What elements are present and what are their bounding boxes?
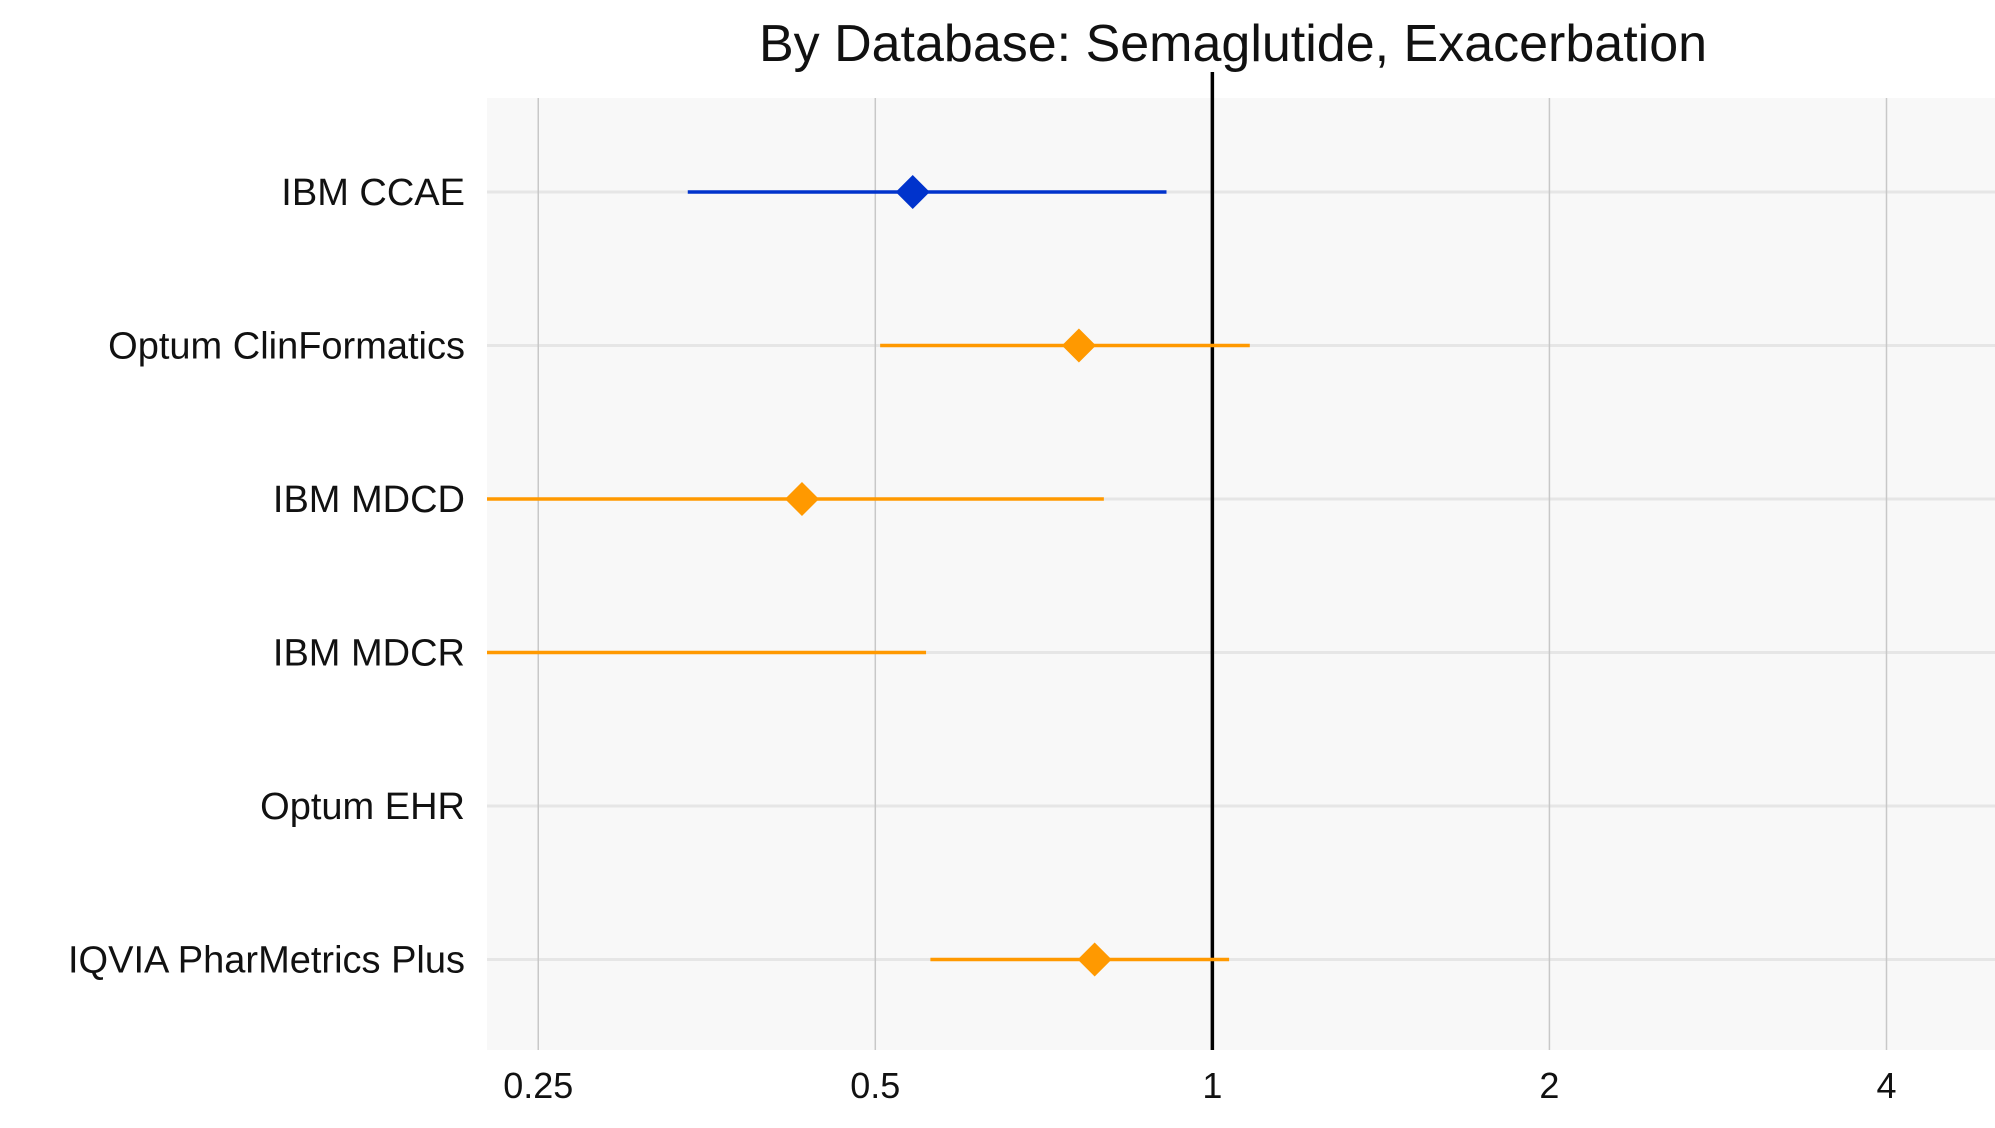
row-label: IBM MDCD [273,479,465,521]
plot-panel-background [487,98,1995,1050]
point-estimate-diamond [1061,328,1096,363]
row-label: IBM MDCR [273,633,465,675]
forest-rows: IBM CCAE Optum ClinFormatics IBM MDCD IBM M… [68,172,1250,982]
x-tick-label: 4 [1876,1065,1896,1106]
x-tick-label: 1 [1202,1065,1222,1106]
x-axis-ticks: 0.25 0.5 1 2 4 [503,1065,1896,1106]
point-estimate-diamond [784,482,819,516]
chart-title: By Database: Semaglutide, Exacerbation [759,15,1707,73]
row-label: Optum ClinFormatics [108,326,465,368]
row-label: IBM CCAE [281,172,465,214]
x-tick-label: 0.25 [503,1065,573,1106]
point-estimate-diamond [895,175,930,209]
x-tick-label: 2 [1539,1065,1559,1106]
row-label: IQVIA PharMetrics Plus [68,940,465,982]
row-label: Optum EHR [260,786,465,828]
x-tick-label: 0.5 [850,1065,900,1106]
point-estimate-diamond [1077,942,1112,977]
